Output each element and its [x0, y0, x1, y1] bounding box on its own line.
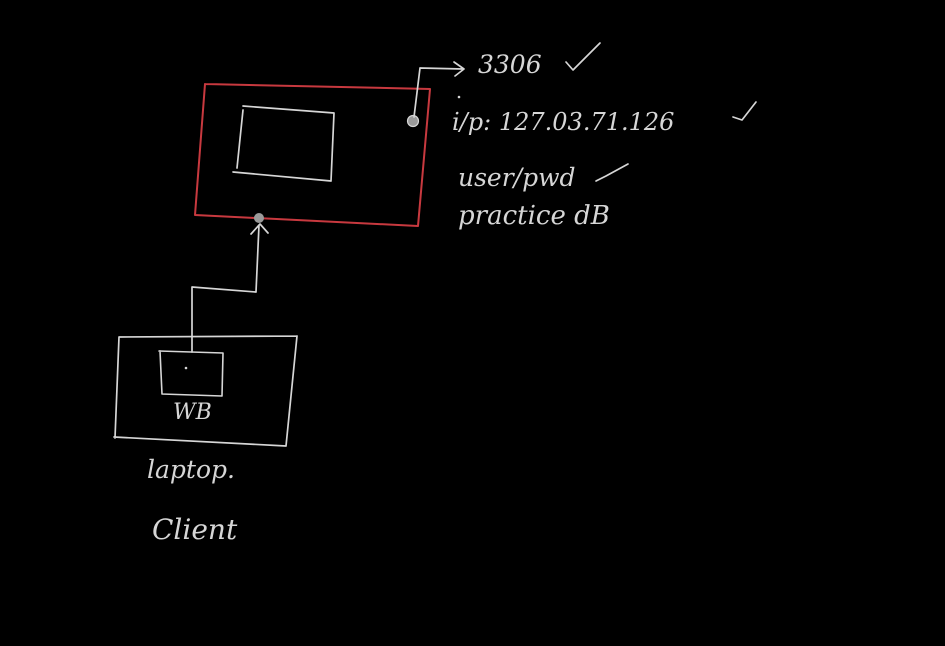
app-window-icon	[158, 350, 224, 397]
port-arrow	[413, 61, 465, 118]
server-box	[194, 83, 431, 227]
stray-dot	[457, 95, 461, 99]
port-label: 3306	[478, 50, 542, 79]
credentials-label: user/pwd	[458, 163, 576, 192]
server-inlet-dot	[254, 213, 264, 223]
client-box	[113, 335, 298, 447]
database-label: practice dB	[458, 201, 610, 231]
check-icon	[565, 42, 601, 71]
arrow-up-icon	[191, 223, 269, 353]
server-port-dot	[406, 114, 420, 128]
check-icon	[595, 163, 629, 182]
device-label: laptop.	[147, 455, 235, 484]
client-outline	[113, 335, 298, 447]
server-screen-icon	[232, 105, 335, 182]
arrow-right-icon	[413, 61, 465, 118]
server-outline	[194, 83, 431, 227]
app-window-dot	[184, 366, 188, 370]
check-icon	[732, 101, 757, 121]
client-label: Client	[152, 513, 238, 546]
app-label: WB	[173, 400, 212, 425]
ip-address-label: i/p: 127.03.71.126	[452, 108, 675, 136]
